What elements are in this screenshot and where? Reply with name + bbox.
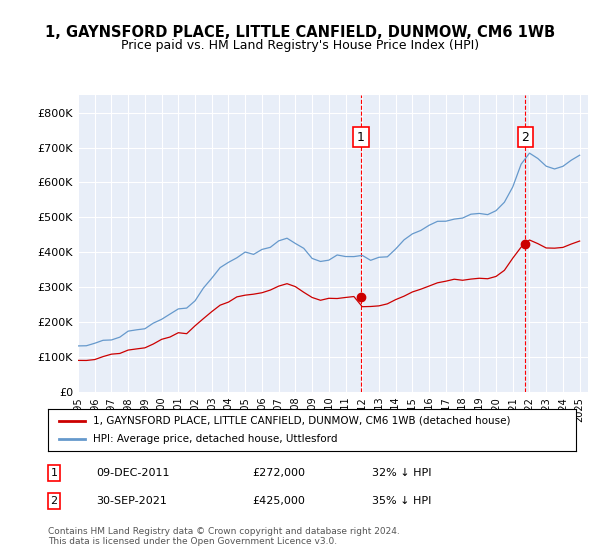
Text: HPI: Average price, detached house, Uttlesford: HPI: Average price, detached house, Uttl… xyxy=(93,434,337,444)
Text: 2: 2 xyxy=(50,496,58,506)
Text: 32% ↓ HPI: 32% ↓ HPI xyxy=(372,468,431,478)
Text: 1: 1 xyxy=(50,468,58,478)
Text: 35% ↓ HPI: 35% ↓ HPI xyxy=(372,496,431,506)
Text: Price paid vs. HM Land Registry's House Price Index (HPI): Price paid vs. HM Land Registry's House … xyxy=(121,39,479,52)
Text: 1, GAYNSFORD PLACE, LITTLE CANFIELD, DUNMOW, CM6 1WB (detached house): 1, GAYNSFORD PLACE, LITTLE CANFIELD, DUN… xyxy=(93,416,511,426)
Text: £425,000: £425,000 xyxy=(252,496,305,506)
Text: 09-DEC-2011: 09-DEC-2011 xyxy=(96,468,170,478)
Text: £272,000: £272,000 xyxy=(252,468,305,478)
Text: 2: 2 xyxy=(521,130,529,143)
Text: Contains HM Land Registry data © Crown copyright and database right 2024.
This d: Contains HM Land Registry data © Crown c… xyxy=(48,526,400,546)
Text: 1, GAYNSFORD PLACE, LITTLE CANFIELD, DUNMOW, CM6 1WB: 1, GAYNSFORD PLACE, LITTLE CANFIELD, DUN… xyxy=(45,25,555,40)
Text: 1: 1 xyxy=(357,130,365,143)
Text: 30-SEP-2021: 30-SEP-2021 xyxy=(96,496,167,506)
